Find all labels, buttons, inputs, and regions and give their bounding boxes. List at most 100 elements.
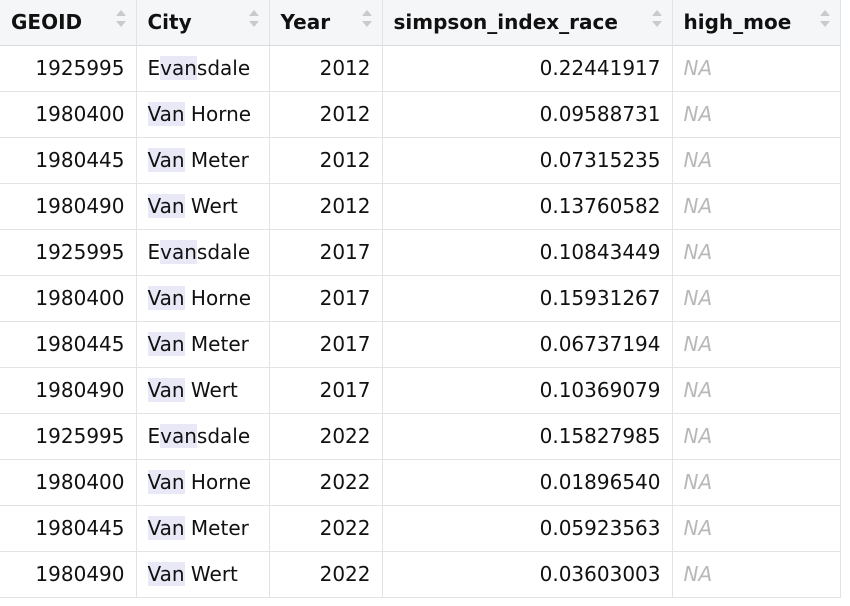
cell-geoid: 1980490 [0, 551, 137, 598]
cell-simpson-index-race: 0.09588731 [382, 91, 673, 138]
cell-geoid: 1980400 [0, 459, 137, 506]
cell-high-moe: NA [672, 275, 841, 322]
sort-arrows-icon[interactable] [361, 9, 372, 31]
cell-high-moe: NA [672, 45, 841, 92]
cell-high-moe: NA [672, 91, 841, 138]
header-row: GEOID City Year simpson_index_race high_… [0, 0, 841, 46]
cell-city: Van Horne [136, 91, 270, 138]
cell-geoid: 1980445 [0, 505, 137, 552]
table-row: 1925995 Evansdale 2012 0.22441917 NA [0, 45, 841, 92]
cell-simpson-index-race: 0.07315235 [382, 137, 673, 184]
table-row: 1980445 Van Meter 2022 0.05923563 NA [0, 505, 841, 552]
column-header-simpson-index-race[interactable]: simpson_index_race [382, 0, 673, 46]
cell-city: Van Meter [136, 321, 270, 368]
table-row: 1980490 Van Wert 2017 0.10369079 NA [0, 367, 841, 414]
cell-geoid: 1980490 [0, 367, 137, 414]
cell-year: 2022 [269, 505, 383, 552]
sort-arrows-icon[interactable] [651, 9, 662, 31]
cell-geoid: 1980490 [0, 183, 137, 230]
cell-year: 2022 [269, 551, 383, 598]
cell-high-moe: NA [672, 413, 841, 460]
cell-high-moe: NA [672, 551, 841, 598]
search-match-highlight: van [160, 424, 197, 448]
cell-city: Evansdale [136, 413, 270, 460]
cell-simpson-index-race: 0.10843449 [382, 229, 673, 276]
table-row: 1980445 Van Meter 2012 0.07315235 NA [0, 137, 841, 184]
cell-geoid: 1980445 [0, 137, 137, 184]
cell-year: 2017 [269, 275, 383, 322]
cell-high-moe: NA [672, 321, 841, 368]
column-header-label: high_moe [683, 10, 792, 35]
table-row: 1980400 Van Horne 2022 0.01896540 NA [0, 459, 841, 506]
search-match-highlight: Van [147, 470, 185, 494]
cell-simpson-index-race: 0.03603003 [382, 551, 673, 598]
column-header-high-moe[interactable]: high_moe [672, 0, 841, 46]
cell-year: 2022 [269, 413, 383, 460]
search-match-highlight: van [160, 56, 197, 80]
cell-year: 2017 [269, 229, 383, 276]
cell-high-moe: NA [672, 459, 841, 506]
table-row: 1980400 Van Horne 2017 0.15931267 NA [0, 275, 841, 322]
search-match-highlight: Van [147, 516, 185, 540]
table-row: 1925995 Evansdale 2017 0.10843449 NA [0, 229, 841, 276]
cell-geoid: 1980445 [0, 321, 137, 368]
cell-high-moe: NA [672, 367, 841, 414]
search-match-highlight: Van [147, 332, 185, 356]
search-match-highlight: van [160, 240, 197, 264]
cell-simpson-index-race: 0.15931267 [382, 275, 673, 322]
data-table: GEOID City Year simpson_index_race high_… [0, 0, 841, 598]
column-header-label: simpson_index_race [393, 10, 618, 35]
cell-city: Van Wert [136, 183, 270, 230]
sort-arrows-icon[interactable] [819, 9, 830, 31]
cell-city: Evansdale [136, 229, 270, 276]
column-header-year[interactable]: Year [269, 0, 383, 46]
cell-geoid: 1980400 [0, 91, 137, 138]
search-match-highlight: Van [147, 102, 185, 126]
search-match-highlight: Van [147, 194, 185, 218]
column-header-geoid[interactable]: GEOID [0, 0, 137, 46]
column-header-label: City [147, 10, 192, 35]
cell-city: Van Horne [136, 275, 270, 322]
cell-year: 2022 [269, 459, 383, 506]
cell-year: 2017 [269, 367, 383, 414]
cell-year: 2017 [269, 321, 383, 368]
table-row: 1925995 Evansdale 2022 0.15827985 NA [0, 413, 841, 460]
cell-simpson-index-race: 0.05923563 [382, 505, 673, 552]
search-match-highlight: Van [147, 378, 185, 402]
table-row: 1980400 Van Horne 2012 0.09588731 NA [0, 91, 841, 138]
column-header-city[interactable]: City [136, 0, 270, 46]
cell-high-moe: NA [672, 229, 841, 276]
cell-simpson-index-race: 0.06737194 [382, 321, 673, 368]
cell-year: 2012 [269, 91, 383, 138]
cell-city: Evansdale [136, 45, 270, 92]
cell-simpson-index-race: 0.22441917 [382, 45, 673, 92]
cell-geoid: 1980400 [0, 275, 137, 322]
table-row: 1980490 Van Wert 2012 0.13760582 NA [0, 183, 841, 230]
cell-high-moe: NA [672, 183, 841, 230]
cell-city: Van Wert [136, 551, 270, 598]
search-match-highlight: Van [147, 562, 185, 586]
cell-year: 2012 [269, 183, 383, 230]
cell-geoid: 1925995 [0, 229, 137, 276]
table-body: 1925995 Evansdale 2012 0.22441917 NA 1980400 V… [0, 45, 841, 598]
search-match-highlight: Van [147, 286, 185, 310]
cell-city: Van Meter [136, 137, 270, 184]
cell-geoid: 1925995 [0, 45, 137, 92]
table-row: 1980490 Van Wert 2022 0.03603003 NA [0, 551, 841, 598]
cell-high-moe: NA [672, 137, 841, 184]
cell-high-moe: NA [672, 505, 841, 552]
column-header-label: GEOID [11, 10, 83, 35]
cell-simpson-index-race: 0.01896540 [382, 459, 673, 506]
cell-city: Van Horne [136, 459, 270, 506]
table-row: 1980445 Van Meter 2017 0.06737194 NA [0, 321, 841, 368]
cell-simpson-index-race: 0.15827985 [382, 413, 673, 460]
search-match-highlight: Van [147, 148, 185, 172]
cell-geoid: 1925995 [0, 413, 137, 460]
cell-year: 2012 [269, 137, 383, 184]
cell-city: Van Wert [136, 367, 270, 414]
cell-year: 2012 [269, 45, 383, 92]
sort-arrows-icon[interactable] [248, 9, 259, 31]
column-header-label: Year [280, 10, 331, 35]
cell-simpson-index-race: 0.10369079 [382, 367, 673, 414]
sort-arrows-icon[interactable] [115, 9, 126, 31]
